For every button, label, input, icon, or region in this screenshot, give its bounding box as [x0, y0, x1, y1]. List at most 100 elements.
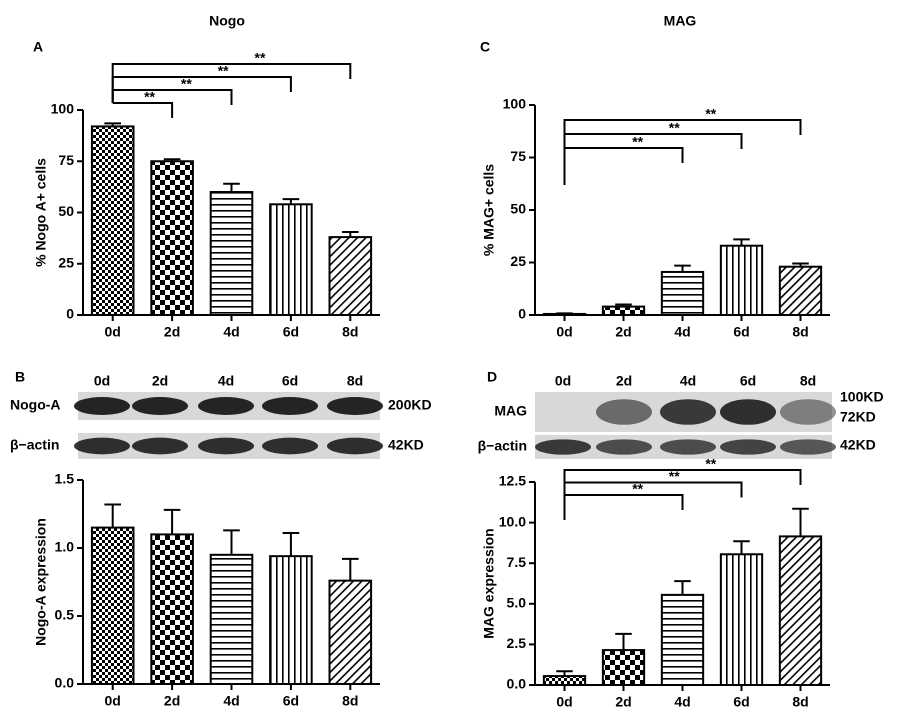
error-bar [163, 508, 181, 535]
panel-letter: C [480, 39, 490, 55]
x-tick-label: 0d [556, 324, 572, 340]
error-bar [733, 540, 750, 555]
significance-bracket [563, 147, 684, 185]
significance-bracket [563, 119, 802, 185]
significance-label: ** [255, 50, 266, 66]
error-bar [282, 532, 300, 557]
x-tick-label: 8d [792, 324, 808, 340]
significance-label: ** [632, 134, 643, 150]
x-tick-label: 4d [674, 694, 690, 710]
blot-band [780, 399, 836, 425]
x-tick-label: 8d [342, 693, 358, 709]
y-tick-label: 75 [58, 152, 74, 168]
blot-band [262, 437, 318, 455]
blot-band [198, 437, 254, 455]
error-bar [223, 182, 240, 192]
bar [150, 533, 194, 686]
y-tick-label: 0 [66, 306, 74, 322]
size-label: 42KD [840, 437, 876, 453]
y-tick-label: 50 [510, 201, 526, 217]
significance-label: ** [705, 456, 716, 472]
size-label: 200KD [388, 397, 432, 413]
panel-letter: B [15, 369, 25, 385]
x-tick-label: 2d [615, 324, 631, 340]
bar [90, 526, 135, 685]
blot-band [720, 439, 776, 455]
bar [601, 305, 646, 317]
x-tick-label: 6d [283, 324, 299, 340]
panel-letter: D [487, 369, 497, 385]
lane-label: 2d [152, 373, 168, 389]
significance-label: ** [144, 89, 155, 105]
chart-title: MAG [664, 13, 697, 29]
size-label: 42KD [388, 437, 424, 453]
lane-label: 0d [555, 373, 571, 389]
y-axis-label: % Nogo A+ cells [33, 158, 49, 267]
bar [542, 675, 587, 686]
x-tick-label: 6d [283, 693, 299, 709]
bar [660, 593, 705, 686]
row-label: MAG [494, 403, 527, 419]
lane-label: 6d [740, 373, 756, 389]
blot-band [780, 439, 836, 455]
y-tick-label: 100 [51, 101, 75, 117]
blot-band [74, 437, 130, 455]
blot-band [660, 399, 716, 425]
blot-band [596, 399, 652, 425]
y-tick-label: 1.0 [55, 539, 75, 555]
bar [660, 270, 705, 317]
size-label: 100KD [840, 389, 884, 405]
blot-band [720, 399, 776, 425]
lane-label: 4d [218, 373, 234, 389]
y-tick-label: 0.5 [55, 607, 75, 623]
y-axis-label: Nogo-A expression [33, 518, 49, 646]
significance-label: ** [669, 468, 680, 484]
lane-label: 4d [680, 373, 696, 389]
panel-letter: A [33, 39, 43, 55]
bar [542, 312, 587, 317]
bar [328, 236, 373, 317]
x-tick-label: 0d [556, 694, 572, 710]
error-bar [341, 557, 359, 581]
significance-label: ** [705, 106, 716, 122]
bar [778, 265, 823, 317]
significance-label: ** [181, 76, 192, 92]
lane-label: 8d [347, 373, 363, 389]
y-tick-label: 75 [510, 148, 526, 164]
y-tick-label: 25 [510, 253, 526, 269]
lane-label: 0d [94, 373, 110, 389]
row-label: Nogo-A [10, 397, 61, 413]
x-tick-label: 0d [105, 693, 121, 709]
y-tick-label: 0 [518, 306, 526, 322]
size-label: 72KD [840, 409, 876, 425]
blot-band [327, 437, 383, 455]
y-tick-label: 50 [58, 203, 74, 219]
blot-band [198, 397, 254, 415]
y-tick-label: 7.5 [507, 554, 527, 570]
x-tick-label: 8d [342, 324, 358, 340]
significance-bracket [563, 469, 802, 520]
bar [150, 160, 194, 316]
blot-band [535, 439, 591, 455]
x-tick-label: 2d [164, 693, 180, 709]
chart-title: Nogo [209, 13, 245, 29]
blot-band [660, 439, 716, 455]
significance-label: ** [669, 120, 680, 136]
bar [269, 555, 313, 685]
y-tick-label: 12.5 [499, 473, 526, 489]
y-tick-label: 25 [58, 254, 74, 270]
error-bar [615, 632, 632, 651]
lane-label: 2d [616, 373, 632, 389]
significance-label: ** [632, 481, 643, 497]
blot-band [132, 397, 188, 415]
error-bar [792, 507, 809, 537]
blot-band [262, 397, 318, 415]
row-label: β−actin [478, 438, 527, 454]
bar [719, 244, 764, 316]
y-axis-label: MAG expression [481, 528, 497, 638]
x-tick-label: 4d [223, 693, 239, 709]
x-tick-label: 8d [792, 694, 808, 710]
bar [209, 191, 254, 316]
bar [719, 553, 764, 686]
bar [328, 579, 373, 686]
